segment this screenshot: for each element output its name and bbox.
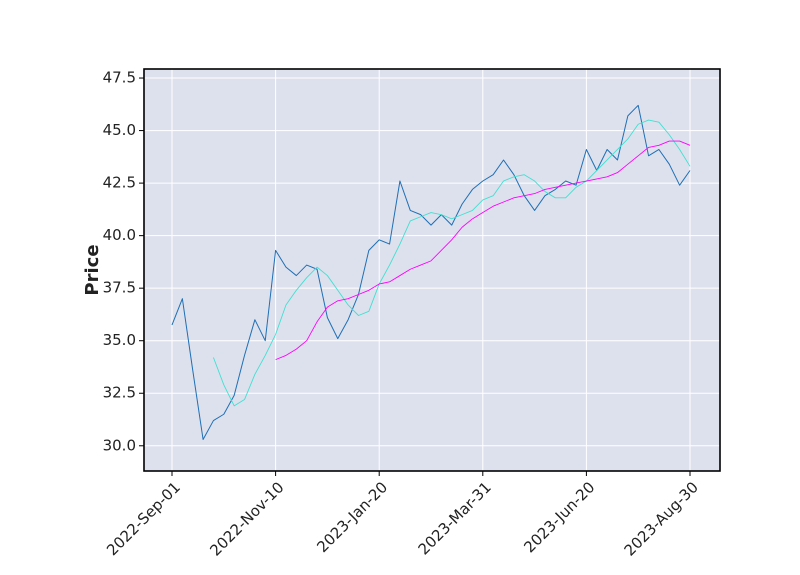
y-axis-label: Price	[82, 244, 103, 295]
y-tick-label: 30.0	[103, 436, 136, 454]
y-tick-label: 47.5	[103, 69, 136, 87]
x-tick-label: 2023-Mar-31	[415, 478, 495, 558]
x-tick-label: 2023-Aug-30	[621, 478, 702, 559]
x-tick-label: 2022-Nov-10	[206, 478, 287, 559]
y-tick-label: 32.5	[103, 384, 136, 402]
x-tick-label: 2023-Jan-20	[313, 478, 391, 556]
x-tick-label: 2023-Jun-20	[520, 478, 598, 556]
frame	[143, 68, 721, 472]
y-tick-label: 35.0	[103, 331, 136, 349]
series-line	[171, 104, 691, 440]
y-tick-label: 42.5	[103, 174, 136, 192]
plot-area	[144, 69, 720, 471]
series-line	[213, 119, 691, 407]
lines	[171, 104, 691, 440]
y-tick-label: 40.0	[103, 226, 136, 244]
y-tick-label: 45.0	[103, 121, 136, 139]
x-tick-label: 2022-Sep-01	[103, 478, 184, 559]
series-line	[275, 140, 691, 361]
grid	[144, 69, 720, 471]
y-tick-label: 37.5	[103, 279, 136, 297]
